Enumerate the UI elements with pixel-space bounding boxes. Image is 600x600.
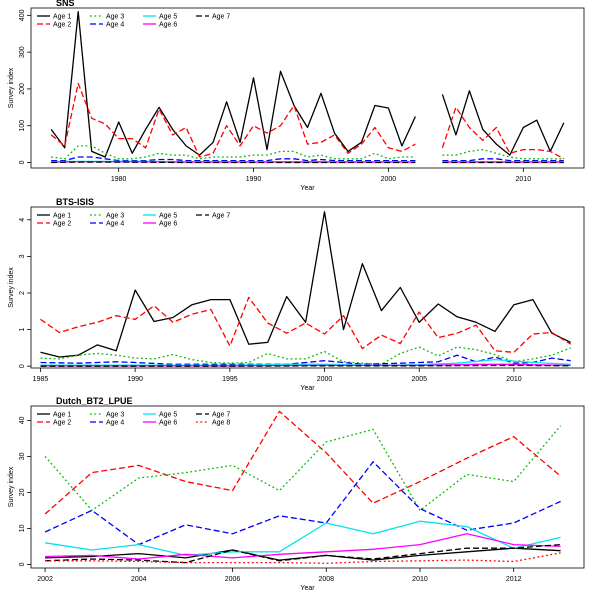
series-line-age-1 [45, 547, 561, 561]
y-tick-label: 40 [19, 416, 26, 424]
y-tick-label: 10 [19, 524, 26, 532]
legend-label-age-4: Age 4 [106, 221, 124, 228]
series-line-age-3 [44, 425, 562, 512]
y-axis-label: Survey index [8, 67, 15, 108]
x-tick-label: 2004 [131, 576, 147, 583]
series-line-age-4 [44, 461, 561, 546]
x-tick-label: 2006 [225, 576, 241, 583]
legend-label-age-2: Age 2 [53, 221, 71, 228]
x-axis-label: Year [300, 385, 315, 392]
y-tick-label: 20 [19, 488, 26, 496]
x-tick-label: 2010 [516, 176, 532, 183]
y-tick-label: 200 [19, 83, 26, 95]
panel-bts-isis: 1985 1990 1995 2000 2005 2010 0 1 2 3 4 Year Survey … [8, 197, 585, 392]
x-tick-label: 2005 [411, 376, 427, 383]
legend-label-age-6: Age 6 [159, 22, 177, 29]
x-tick-label: 2000 [317, 376, 333, 383]
x-tick-label: 2010 [412, 576, 428, 583]
legend-label-age-1: Age 1 [53, 213, 71, 220]
series-line-age-7 [45, 543, 561, 564]
legend-label-age-4: Age 4 [106, 22, 124, 29]
x-axis-label: Year [300, 185, 315, 192]
panel-sns: 1980 1990 2000 2010 0 100 200 300 400 Year Survey … [8, 0, 585, 192]
series-line-age-1 [40, 211, 571, 358]
y-tick-label: 300 [19, 46, 26, 58]
legend-label-age-6: Age 6 [159, 221, 177, 228]
x-tick-label: 1990 [246, 176, 262, 183]
y-tick-label: 4 [19, 218, 26, 222]
panel-dutch-bt2-lpue: 2002 2004 2006 2008 2010 2012 0 10 20 30 40 Year Sur… [8, 396, 585, 592]
y-tick-label: 0 [19, 160, 26, 164]
plot-frame [30, 7, 585, 169]
legend-label-age-5: Age 5 [159, 213, 177, 220]
series-line-age-4 [51, 156, 564, 162]
series-line-age-1 [50, 11, 565, 158]
series-line-age-4 [40, 354, 571, 365]
series-line-age-6 [45, 533, 561, 560]
x-tick-label: 2002 [37, 576, 53, 583]
plot-frame [30, 206, 585, 369]
x-tick-label: 1990 [127, 376, 143, 383]
legend-label-age-3: Age 3 [106, 412, 124, 419]
legend-label-age-6: Age 6 [159, 420, 177, 427]
legend-label-age-8: Age 8 [212, 420, 230, 427]
legend-label-age-1: Age 1 [53, 412, 71, 419]
panel-title: SNS [56, 0, 75, 8]
x-tick-label: 1985 [33, 376, 49, 383]
y-axis-label: Survey index [8, 267, 15, 308]
y-tick-label: 1 [19, 328, 26, 332]
series-line-age-2 [50, 82, 565, 160]
legend-label-age-1: Age 1 [53, 14, 71, 21]
panel-title: BTS-ISIS [56, 197, 94, 207]
legend-label-age-4: Age 4 [106, 420, 124, 427]
legend-label-age-5: Age 5 [159, 14, 177, 21]
legend-label-age-2: Age 2 [53, 420, 71, 427]
y-tick-label: 30 [19, 452, 26, 460]
legend-label-age-2: Age 2 [53, 22, 71, 29]
x-tick-label: 1995 [222, 376, 238, 383]
x-axis-label: Year [300, 585, 315, 592]
series-line-age-2 [40, 296, 572, 353]
y-tick-label: 3 [19, 254, 26, 258]
legend-label-age-3: Age 3 [106, 14, 124, 21]
legend-label-age-7: Age 7 [212, 14, 230, 21]
panel-title: Dutch_BT2_LPUE [56, 396, 133, 406]
x-tick-label: 2012 [506, 576, 522, 583]
y-tick-label: 0 [19, 364, 26, 368]
x-tick-label: 2000 [381, 176, 397, 183]
series-line-age-3 [40, 346, 571, 365]
x-tick-label: 1980 [111, 176, 127, 183]
x-tick-label: 2008 [318, 576, 334, 583]
series-line-age-5 [45, 520, 561, 557]
x-tick-label: 2010 [506, 376, 522, 383]
y-axis-label: Survey index [8, 466, 15, 507]
series-line-age-7 [40, 364, 571, 367]
y-tick-label: 0 [19, 562, 26, 566]
plot-frame [30, 405, 585, 569]
legend-label-age-3: Age 3 [106, 213, 124, 220]
series-line-age-3 [51, 145, 564, 160]
legend-label-age-5: Age 5 [159, 412, 177, 419]
legend-label-age-7: Age 7 [212, 412, 230, 419]
y-tick-label: 2 [19, 291, 26, 295]
y-tick-label: 400 [19, 9, 26, 21]
series-line-age-2 [44, 410, 562, 515]
y-tick-label: 100 [19, 120, 26, 132]
legend-label-age-7: Age 7 [212, 213, 230, 220]
